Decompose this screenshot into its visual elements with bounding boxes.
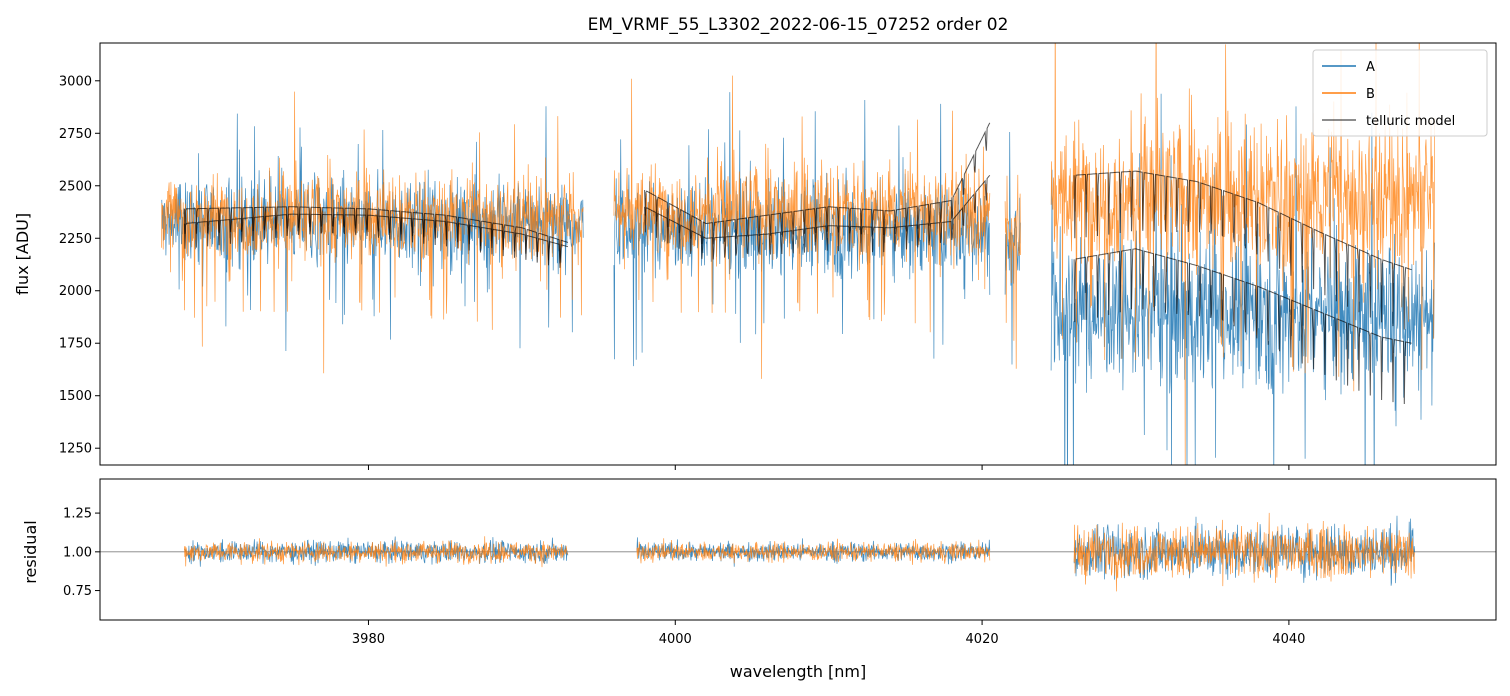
residual-y-axis-label: residual bbox=[21, 520, 40, 583]
residual-y-tick-label: 0.75 bbox=[63, 584, 92, 599]
x-tick-label: 3980 bbox=[352, 632, 385, 647]
flux-series-b-segment-3 bbox=[1050, 43, 1435, 465]
flux-series-b-segment-2 bbox=[1004, 174, 1021, 369]
flux-y-axis-label: flux [ADU] bbox=[13, 213, 32, 295]
residual-series-b-segment-2 bbox=[1073, 512, 1416, 592]
residual-y-tick-label: 1.00 bbox=[63, 545, 92, 560]
legend-box bbox=[1312, 49, 1488, 137]
residual-series-b-segment-1 bbox=[636, 538, 991, 565]
legend-label-a: A bbox=[1366, 60, 1375, 75]
flux-axes-frame bbox=[99, 42, 1497, 466]
x-tick-label: 4000 bbox=[659, 632, 692, 647]
flux-series-b-segment-1 bbox=[613, 75, 991, 379]
flux-y-tick-label: 2750 bbox=[59, 127, 92, 142]
flux-y-tick-label: 1500 bbox=[59, 389, 92, 404]
x-axis-label: wavelength [nm] bbox=[730, 662, 867, 681]
telluric-model-b-segment-0 bbox=[183, 206, 569, 264]
flux-y-tick-label: 3000 bbox=[59, 74, 92, 89]
telluric-model-b-segment-2 bbox=[1073, 170, 1412, 330]
flux-y-tick-label: 1750 bbox=[59, 337, 92, 352]
flux-y-tick-label: 1250 bbox=[59, 442, 92, 457]
telluric-model-a-segment-1 bbox=[644, 174, 991, 260]
residual-series-b-segment-0 bbox=[184, 536, 569, 568]
residual-y-tick-label: 1.25 bbox=[63, 507, 92, 522]
telluric-model-a-segment-2 bbox=[1073, 248, 1412, 405]
flux-y-tick-label: 2250 bbox=[59, 232, 92, 247]
x-tick-label: 4020 bbox=[966, 632, 999, 647]
legend-label-model: telluric model bbox=[1366, 114, 1455, 129]
flux-y-tick-label: 2500 bbox=[59, 179, 92, 194]
flux-panel: 1250 1500 1750 2000 2250 2500 2750 3000 flux [A… bbox=[13, 42, 1497, 470]
x-tick-label: 4040 bbox=[1272, 632, 1305, 647]
residual-axes-frame bbox=[99, 478, 1497, 621]
chart-title: EM_VRMF_55_L3302_2022-06-15_07252 order … bbox=[588, 15, 1009, 35]
telluric-model-b-segment-1 bbox=[644, 122, 991, 245]
flux-y-tick-label: 2000 bbox=[59, 284, 92, 299]
legend: A B telluric model bbox=[1312, 49, 1488, 137]
flux-series-a-segment-2 bbox=[1004, 131, 1021, 365]
legend-label-b: B bbox=[1366, 87, 1375, 102]
residual-panel: 0.75 1.00 1.25 3980 4000 4020 4040 residual bbox=[21, 478, 1497, 647]
